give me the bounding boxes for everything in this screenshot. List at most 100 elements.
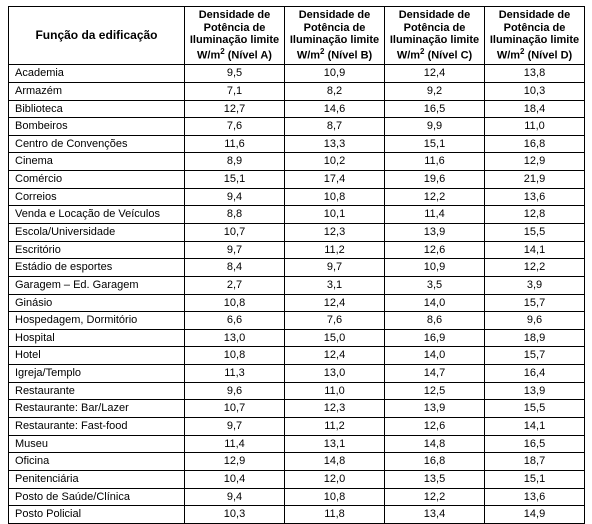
row-value: 15,1 xyxy=(485,470,585,488)
table-row: Bombeiros7,68,79,911,0 xyxy=(9,118,585,136)
row-value: 18,4 xyxy=(485,100,585,118)
header-unit-a: W/m2 (Nível A) xyxy=(189,47,280,62)
row-value: 9,5 xyxy=(185,65,285,83)
header-unit-c: W/m2 (Nível C) xyxy=(389,47,480,62)
row-value: 10,8 xyxy=(285,188,385,206)
row-value: 14,9 xyxy=(485,506,585,524)
row-value: 9,7 xyxy=(185,241,285,259)
row-value: 11,4 xyxy=(385,206,485,224)
row-value: 16,5 xyxy=(385,100,485,118)
row-value: 7,1 xyxy=(185,82,285,100)
row-value: 16,8 xyxy=(485,135,585,153)
row-value: 7,6 xyxy=(185,118,285,136)
table-row: Academia9,510,912,413,8 xyxy=(9,65,585,83)
row-value: 16,4 xyxy=(485,365,585,383)
row-value: 10,4 xyxy=(185,470,285,488)
row-label: Escritório xyxy=(9,241,185,259)
row-value: 13,9 xyxy=(385,223,485,241)
row-value: 9,6 xyxy=(185,382,285,400)
row-value: 12,6 xyxy=(385,241,485,259)
table-row: Escola/Universidade10,712,313,915,5 xyxy=(9,223,585,241)
row-value: 13,5 xyxy=(385,470,485,488)
row-value: 18,7 xyxy=(485,453,585,471)
row-value: 12,3 xyxy=(285,400,385,418)
table-row: Venda e Locação de Veículos8,810,111,412… xyxy=(9,206,585,224)
row-value: 15,1 xyxy=(185,171,285,189)
header-unit-d: W/m2 (Nível D) xyxy=(489,47,580,62)
row-value: 17,4 xyxy=(285,171,385,189)
header-level-a: Densidade de Potência de Iluminação limi… xyxy=(185,7,285,65)
row-label: Academia xyxy=(9,65,185,83)
row-value: 16,8 xyxy=(385,453,485,471)
row-value: 9,4 xyxy=(185,488,285,506)
row-value: 10,3 xyxy=(485,82,585,100)
table-row: Comércio15,117,419,621,9 xyxy=(9,171,585,189)
row-value: 9,6 xyxy=(485,312,585,330)
row-value: 14,0 xyxy=(385,294,485,312)
row-value: 10,7 xyxy=(185,223,285,241)
row-value: 8,6 xyxy=(385,312,485,330)
row-label: Restaurante: Bar/Lazer xyxy=(9,400,185,418)
table-row: Ginásio10,812,414,015,7 xyxy=(9,294,585,312)
row-value: 11,0 xyxy=(285,382,385,400)
row-label: Hospedagem, Dormitório xyxy=(9,312,185,330)
row-value: 10,3 xyxy=(185,506,285,524)
row-value: 8,4 xyxy=(185,259,285,277)
row-value: 11,2 xyxy=(285,241,385,259)
row-value: 14,0 xyxy=(385,347,485,365)
table-row: Hotel10,812,414,015,7 xyxy=(9,347,585,365)
table-row: Cinema8,910,211,612,9 xyxy=(9,153,585,171)
table-row: Posto Policial10,311,813,414,9 xyxy=(9,506,585,524)
row-value: 3,1 xyxy=(285,276,385,294)
row-label: Garagem – Ed. Garagem xyxy=(9,276,185,294)
row-value: 11,4 xyxy=(185,435,285,453)
row-value: 13,8 xyxy=(485,65,585,83)
row-value: 7,6 xyxy=(285,312,385,330)
header-metric-d: Densidade de Potência de Iluminação limi… xyxy=(489,9,580,47)
row-value: 18,9 xyxy=(485,329,585,347)
table-row: Centro de Convenções11,613,315,116,8 xyxy=(9,135,585,153)
row-value: 13,3 xyxy=(285,135,385,153)
table-row: Igreja/Templo11,313,014,716,4 xyxy=(9,365,585,383)
row-value: 13,6 xyxy=(485,188,585,206)
table-row: Museu11,413,114,816,5 xyxy=(9,435,585,453)
row-label: Armazém xyxy=(9,82,185,100)
row-value: 11,3 xyxy=(185,365,285,383)
table-row: Hospedagem, Dormitório6,67,68,69,6 xyxy=(9,312,585,330)
row-label: Restaurante xyxy=(9,382,185,400)
row-label: Ginásio xyxy=(9,294,185,312)
row-value: 9,9 xyxy=(385,118,485,136)
row-label: Museu xyxy=(9,435,185,453)
row-value: 19,6 xyxy=(385,171,485,189)
header-function: Função da edificação xyxy=(9,7,185,65)
table-row: Oficina12,914,816,818,7 xyxy=(9,453,585,471)
row-value: 14,7 xyxy=(385,365,485,383)
row-value: 9,7 xyxy=(185,418,285,436)
row-value: 2,7 xyxy=(185,276,285,294)
row-label: Bombeiros xyxy=(9,118,185,136)
row-value: 12,4 xyxy=(285,347,385,365)
row-label: Oficina xyxy=(9,453,185,471)
row-label: Igreja/Templo xyxy=(9,365,185,383)
row-value: 10,1 xyxy=(285,206,385,224)
table-row: Escritório9,711,212,614,1 xyxy=(9,241,585,259)
row-value: 10,7 xyxy=(185,400,285,418)
table-row: Posto de Saúde/Clínica9,410,812,213,6 xyxy=(9,488,585,506)
row-value: 16,9 xyxy=(385,329,485,347)
row-value: 12,3 xyxy=(285,223,385,241)
row-value: 3,9 xyxy=(485,276,585,294)
table-row: Correios9,410,812,213,6 xyxy=(9,188,585,206)
row-value: 11,0 xyxy=(485,118,585,136)
row-value: 13,1 xyxy=(285,435,385,453)
row-label: Restaurante: Fast-food xyxy=(9,418,185,436)
row-value: 12,6 xyxy=(385,418,485,436)
row-value: 15,5 xyxy=(485,400,585,418)
row-value: 12,5 xyxy=(385,382,485,400)
row-value: 15,7 xyxy=(485,294,585,312)
row-value: 12,8 xyxy=(485,206,585,224)
row-value: 10,8 xyxy=(285,488,385,506)
table-row: Estádio de esportes8,49,710,912,2 xyxy=(9,259,585,277)
header-metric-b: Densidade de Potência de Iluminação limi… xyxy=(289,9,380,47)
row-label: Posto Policial xyxy=(9,506,185,524)
table-body: Academia9,510,912,413,8Armazém7,18,29,21… xyxy=(9,65,585,524)
